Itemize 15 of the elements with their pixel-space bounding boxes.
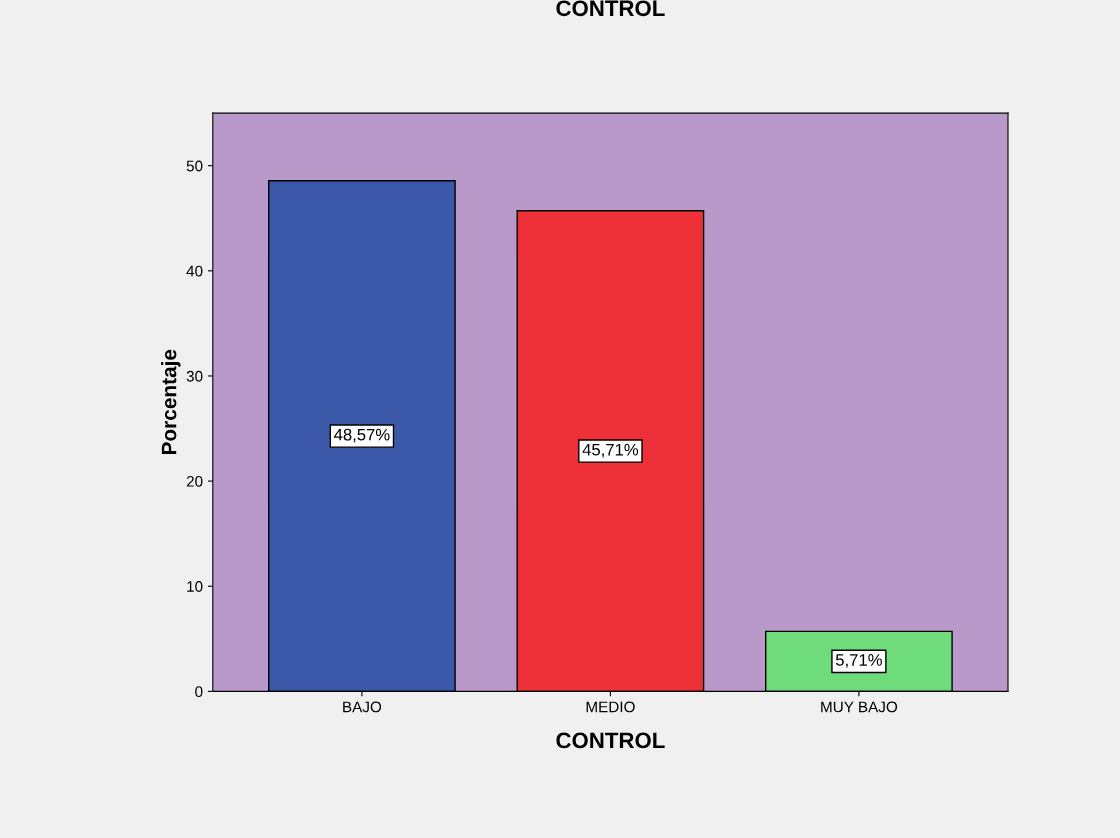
y-tick-label: 40 [186,265,203,277]
y-tick-label: 50 [186,160,203,172]
x-tick-label: MUY BAJO [821,701,898,713]
data-label: 45,71% [582,443,639,458]
y-axis-title: Porcentaje [161,349,181,455]
y-tick-label: 0 [195,686,203,698]
x-tick-label: BAJO [343,701,382,713]
chart-title: CONTROL [556,0,665,17]
x-axis-title: CONTROL [556,732,665,749]
y-tick-label: 10 [187,581,203,592]
y-tick-label: 20 [186,475,203,487]
data-label: 48,57% [334,428,390,443]
y-tick-label: 30 [186,370,203,382]
x-tick-label: MEDIO [586,701,635,713]
data-label: 5,71% [835,654,882,668]
